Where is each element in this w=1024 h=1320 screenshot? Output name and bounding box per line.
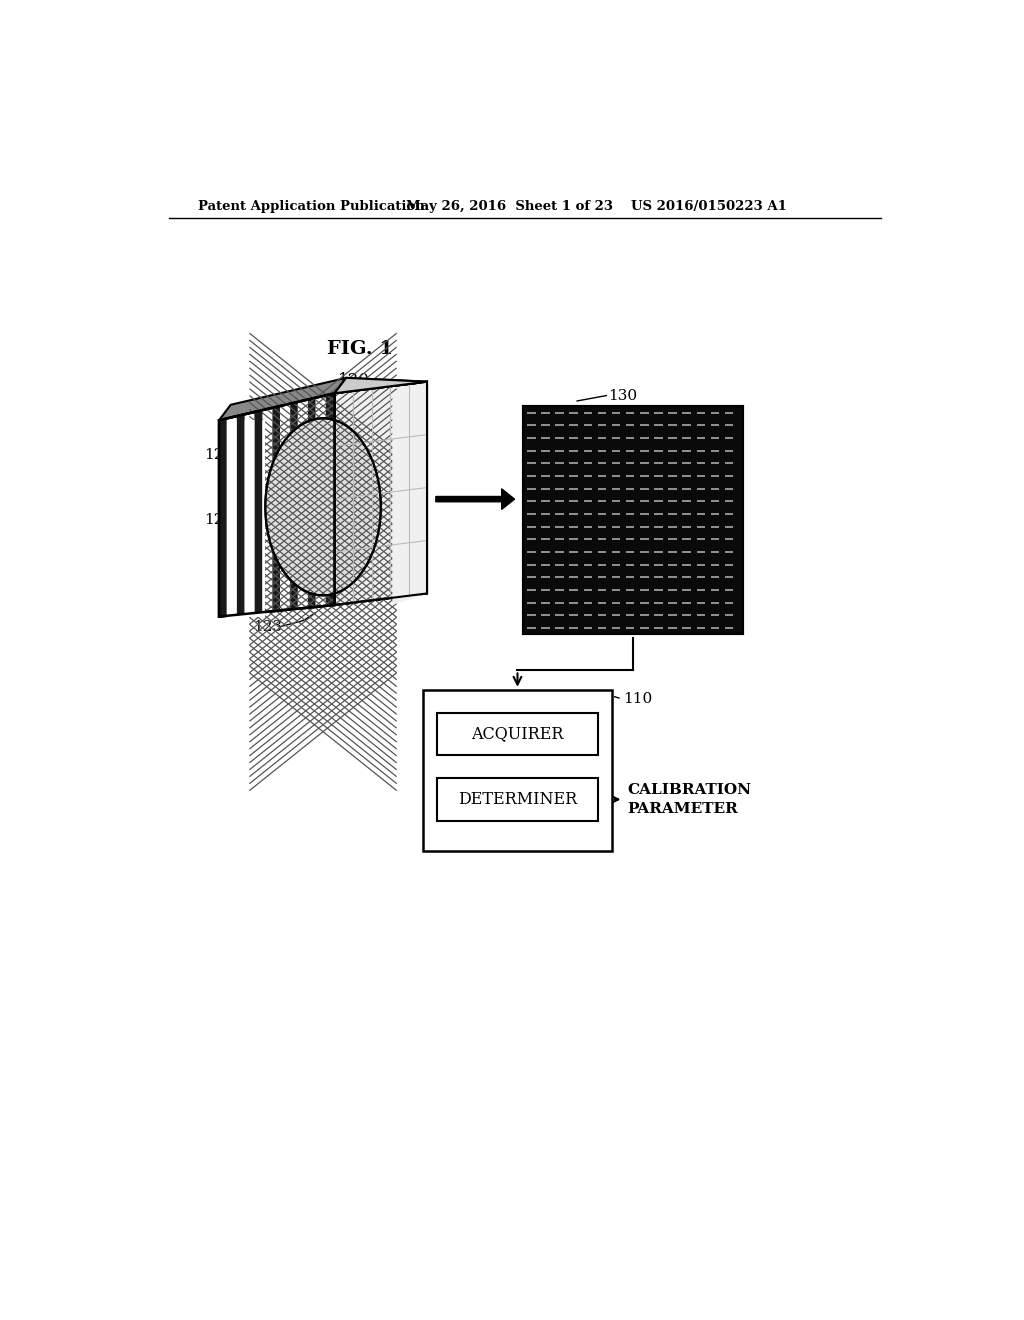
Polygon shape xyxy=(523,407,742,635)
Text: 111: 111 xyxy=(531,698,561,711)
Polygon shape xyxy=(219,393,335,616)
Polygon shape xyxy=(308,397,315,607)
Polygon shape xyxy=(326,393,333,606)
Text: 120: 120 xyxy=(338,372,370,388)
Text: FIG. 1: FIG. 1 xyxy=(327,341,393,358)
FancyBboxPatch shape xyxy=(423,689,611,851)
Text: 112: 112 xyxy=(531,763,561,777)
Polygon shape xyxy=(219,378,346,420)
Text: CALIBRATION
PARAMETER: CALIBRATION PARAMETER xyxy=(628,783,752,816)
Polygon shape xyxy=(335,378,427,393)
Polygon shape xyxy=(219,594,427,616)
Polygon shape xyxy=(237,414,245,615)
Text: 130: 130 xyxy=(608,388,637,403)
Polygon shape xyxy=(335,378,427,393)
Polygon shape xyxy=(272,407,280,611)
FancyBboxPatch shape xyxy=(437,779,598,821)
Polygon shape xyxy=(265,418,381,595)
Text: 121: 121 xyxy=(204,447,233,462)
Polygon shape xyxy=(290,401,298,610)
Polygon shape xyxy=(219,420,265,616)
Polygon shape xyxy=(255,411,262,612)
Text: ACQUIRER: ACQUIRER xyxy=(471,726,564,742)
Polygon shape xyxy=(219,418,226,616)
Text: 122: 122 xyxy=(204,513,233,527)
Text: DETERMINER: DETERMINER xyxy=(458,791,578,808)
Polygon shape xyxy=(392,381,427,605)
Text: 123: 123 xyxy=(253,619,283,634)
Text: 110: 110 xyxy=(624,692,652,706)
Polygon shape xyxy=(255,411,262,612)
Text: US 2016/0150223 A1: US 2016/0150223 A1 xyxy=(631,199,786,213)
Polygon shape xyxy=(219,418,226,616)
FancyBboxPatch shape xyxy=(437,713,598,755)
Text: Patent Application Publication: Patent Application Publication xyxy=(199,199,425,213)
Polygon shape xyxy=(237,414,245,615)
Polygon shape xyxy=(335,381,427,605)
Text: May 26, 2016  Sheet 1 of 23: May 26, 2016 Sheet 1 of 23 xyxy=(407,199,613,213)
